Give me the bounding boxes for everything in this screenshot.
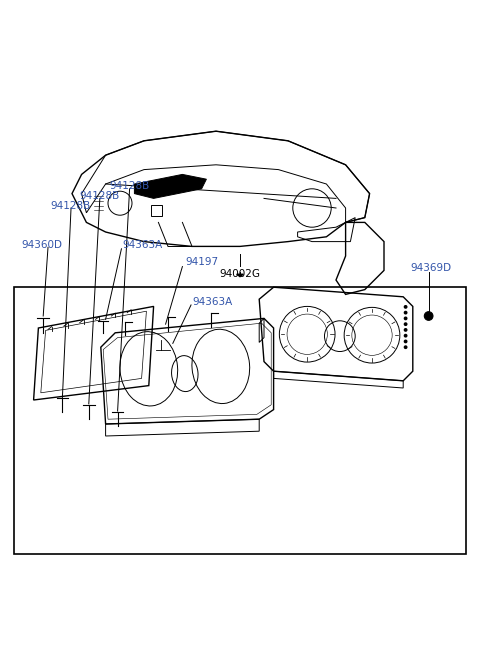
Circle shape — [404, 340, 408, 343]
Polygon shape — [237, 274, 243, 277]
Circle shape — [404, 328, 408, 332]
Text: 94369D: 94369D — [410, 263, 452, 273]
Circle shape — [404, 334, 408, 338]
Text: 94128B: 94128B — [109, 182, 150, 192]
Circle shape — [424, 312, 433, 320]
Text: 94363A: 94363A — [192, 297, 232, 306]
Polygon shape — [134, 174, 206, 198]
Circle shape — [404, 316, 408, 320]
Text: 94360D: 94360D — [22, 241, 62, 251]
Text: 94197: 94197 — [185, 256, 218, 267]
Text: 94128B: 94128B — [50, 201, 91, 211]
Text: 94002G: 94002G — [219, 270, 261, 279]
Circle shape — [404, 311, 408, 315]
Text: 94363A: 94363A — [122, 241, 163, 251]
Circle shape — [404, 322, 408, 326]
Text: 94128B: 94128B — [79, 191, 120, 201]
Circle shape — [404, 345, 408, 349]
Circle shape — [404, 305, 408, 309]
